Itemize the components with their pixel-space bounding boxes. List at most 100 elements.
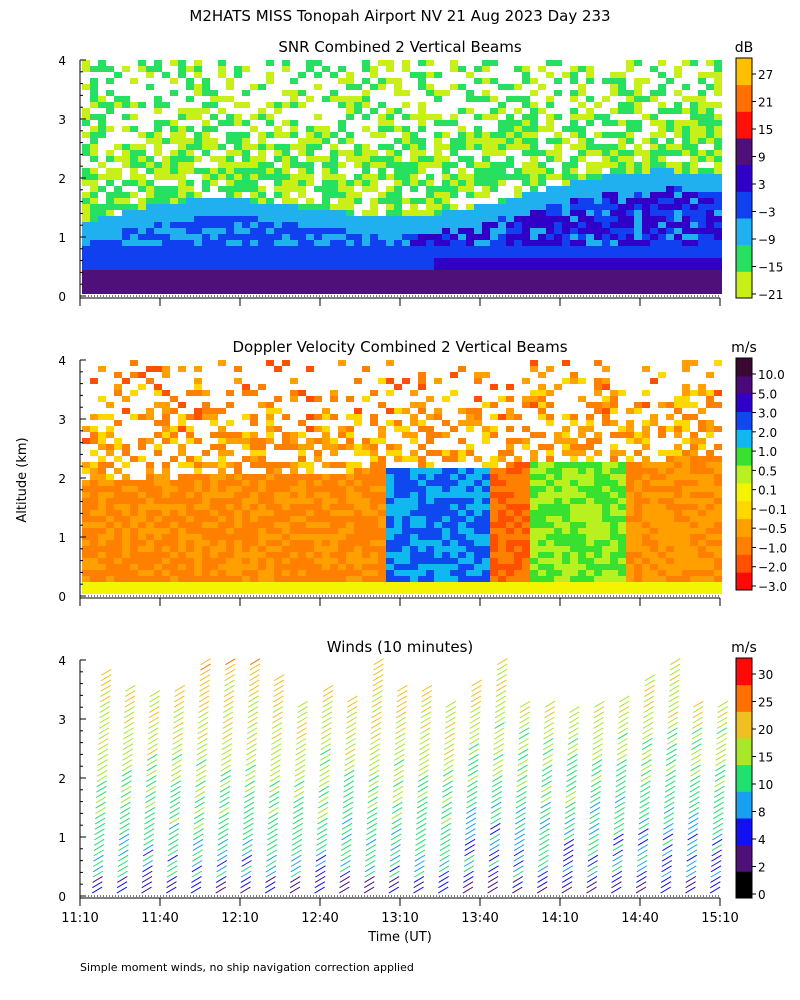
heatmap-cell xyxy=(354,558,362,564)
heatmap-cell xyxy=(522,198,530,204)
heatmap-cell xyxy=(562,378,570,384)
heatmap-cell xyxy=(706,480,714,486)
wind-barb xyxy=(117,876,128,883)
heatmap-cell xyxy=(282,474,290,480)
colorbar-tick-label: 1.0 xyxy=(758,445,777,459)
y-tick-label: 1 xyxy=(58,231,66,245)
heatmap-cell xyxy=(618,540,626,546)
heatmap-cell xyxy=(266,432,274,438)
heatmap-cell xyxy=(138,102,146,108)
heatmap-cell xyxy=(162,168,170,174)
heatmap-cell xyxy=(106,78,114,84)
heatmap-cell xyxy=(498,486,506,492)
heatmap-cell xyxy=(250,162,258,168)
heatmap-cell xyxy=(570,234,578,240)
heatmap-cell xyxy=(162,222,170,228)
wind-barb xyxy=(199,684,210,692)
heatmap-cell xyxy=(642,462,650,468)
heatmap-cell xyxy=(514,264,522,270)
heatmap-cell xyxy=(130,270,138,276)
heatmap-cell xyxy=(410,168,418,174)
heatmap-cell xyxy=(402,114,410,120)
heatmap-cell xyxy=(434,528,442,534)
y-tick-label: 1 xyxy=(58,531,66,545)
heatmap-cell xyxy=(514,222,522,228)
heatmap-cell xyxy=(226,504,234,510)
heatmap-cell xyxy=(274,180,282,186)
heatmap-cell xyxy=(258,222,266,228)
heatmap-cell xyxy=(346,102,354,108)
heatmap-cell xyxy=(330,180,338,186)
heatmap-cell xyxy=(202,546,210,552)
heatmap-cell xyxy=(370,252,378,258)
heatmap-cell xyxy=(682,552,690,558)
heatmap-cell xyxy=(570,216,578,222)
heatmap-cell xyxy=(330,264,338,270)
heatmap-cell xyxy=(642,420,650,426)
heatmap-cell xyxy=(474,192,482,198)
heatmap-cell xyxy=(82,438,90,444)
heatmap-cell xyxy=(682,498,690,504)
heatmap-cell xyxy=(626,426,634,432)
heatmap-cell xyxy=(138,174,146,180)
heatmap-cell xyxy=(562,270,570,276)
wind-barb xyxy=(96,775,108,782)
heatmap-cell xyxy=(698,576,706,582)
heatmap-cell xyxy=(506,504,514,510)
heatmap-cell xyxy=(554,516,562,522)
heatmap-cell xyxy=(602,534,610,540)
heatmap-cell xyxy=(594,432,602,438)
heatmap-cell xyxy=(522,72,530,78)
heatmap-cell xyxy=(330,186,338,192)
heatmap-cell xyxy=(194,378,202,384)
heatmap-cell xyxy=(650,270,658,276)
heatmap-cell xyxy=(234,438,242,444)
heatmap-cell xyxy=(250,252,258,258)
heatmap-cell xyxy=(706,108,714,114)
heatmap-cell xyxy=(626,66,634,72)
heatmap-cell xyxy=(538,258,546,264)
heatmap-cell xyxy=(538,384,546,390)
heatmap-cell xyxy=(386,108,394,114)
heatmap-cell xyxy=(370,84,378,90)
heatmap-cell xyxy=(650,114,658,120)
heatmap-cell xyxy=(90,84,98,90)
heatmap-cell xyxy=(138,210,146,216)
heatmap-cell xyxy=(322,564,330,570)
heatmap-cell xyxy=(602,120,610,126)
heatmap-cell xyxy=(514,84,522,90)
heatmap-cell xyxy=(362,186,370,192)
heatmap-cell xyxy=(490,492,498,498)
heatmap-cell xyxy=(210,444,218,450)
heatmap-cell xyxy=(674,174,682,180)
heatmap-cell xyxy=(298,72,306,78)
wind-barb xyxy=(149,695,160,703)
heatmap-cell xyxy=(146,546,154,552)
heatmap-cell xyxy=(162,492,170,498)
heatmap-cell xyxy=(698,228,706,234)
heatmap-cell xyxy=(522,498,530,504)
heatmap-cell xyxy=(570,222,578,228)
heatmap-cell xyxy=(226,120,234,126)
heatmap-cell xyxy=(266,210,274,216)
wind-barb xyxy=(99,700,111,708)
heatmap-cell xyxy=(474,528,482,534)
colorbar-segment xyxy=(736,191,752,219)
heatmap-cell xyxy=(562,582,570,588)
heatmap-cell xyxy=(642,210,650,216)
heatmap-cell xyxy=(570,546,578,552)
heatmap-cell xyxy=(530,204,538,210)
heatmap-cell xyxy=(114,264,122,270)
heatmap-cell xyxy=(266,174,274,180)
heatmap-cell xyxy=(170,174,178,180)
wind-barb xyxy=(219,791,231,798)
heatmap-cell xyxy=(474,228,482,234)
heatmap-cell xyxy=(410,144,418,150)
heatmap-cell xyxy=(522,150,530,156)
wind-barb xyxy=(221,737,233,745)
heatmap-cell xyxy=(402,174,410,180)
heatmap-cell xyxy=(498,546,506,552)
heatmap-cell xyxy=(114,564,122,570)
heatmap-cell xyxy=(594,504,602,510)
heatmap-cell xyxy=(258,240,266,246)
